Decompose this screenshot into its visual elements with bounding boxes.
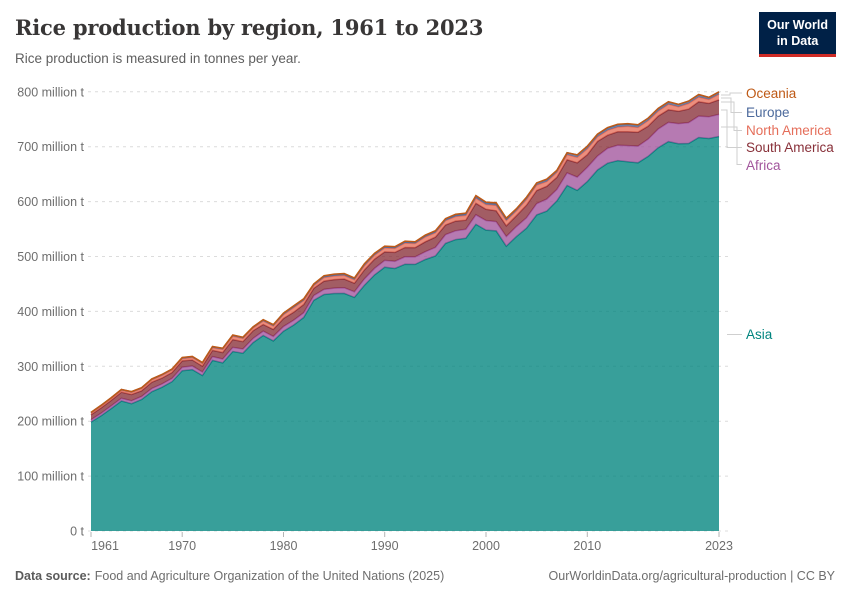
y-tick-label: 300 million t: [17, 360, 84, 374]
y-tick-label: 400 million t: [17, 305, 84, 319]
y-tick-label: 200 million t: [17, 415, 84, 429]
footer: Data source: Food and Agriculture Organiz…: [15, 569, 835, 583]
area-south-america[interactable]: [91, 99, 719, 420]
page-title: Rice production by region, 1961 to 2023: [15, 15, 484, 40]
owid-logo[interactable]: Our World in Data: [759, 12, 836, 57]
x-tick-label: 2023: [705, 539, 733, 553]
data-source-label: Data source:: [15, 569, 91, 583]
connector-europe: [721, 97, 742, 113]
connector-oceania: [721, 92, 742, 96]
legend-label-oceania[interactable]: Oceania: [746, 86, 797, 101]
area-asia[interactable]: [91, 136, 719, 532]
area-outline-oceania: [90, 91, 720, 414]
data-source-text: Food and Agriculture Organization of the…: [94, 569, 445, 583]
connector-south-america: [721, 109, 742, 148]
connector-north-america: [721, 101, 742, 131]
data-source: Data source: Food and Agriculture Organiz…: [15, 569, 444, 583]
owid-logo-line2: in Data: [776, 34, 819, 49]
x-tick-label: 1961: [91, 539, 119, 553]
legend-label-north-america[interactable]: North America: [746, 123, 832, 138]
y-tick-label: 0 t: [70, 525, 84, 539]
footer-credit-link[interactable]: OurWorldinData.org/agricultural-producti…: [548, 569, 835, 583]
x-tick-label: 2000: [472, 539, 500, 553]
legend-label-europe[interactable]: Europe: [746, 105, 790, 120]
y-tick-label: 100 million t: [17, 470, 84, 484]
x-tick-label: 1980: [270, 539, 298, 553]
legend-label-south-america[interactable]: South America: [746, 140, 834, 155]
y-tick-label: 800 million t: [17, 85, 84, 99]
x-tick-label: 1970: [168, 539, 196, 553]
legend-label-asia[interactable]: Asia: [746, 327, 773, 342]
connector-africa: [721, 126, 742, 165]
y-tick-label: 500 million t: [17, 250, 84, 264]
x-tick-label: 2010: [573, 539, 601, 553]
x-tick-label: 1990: [371, 539, 399, 553]
y-tick-label: 700 million t: [17, 140, 84, 154]
owid-logo-line1: Our World: [767, 18, 828, 32]
page-subtitle: Rice production is measured in tonnes pe…: [15, 51, 301, 66]
legend-label-africa[interactable]: Africa: [746, 158, 781, 173]
y-tick-label: 600 million t: [17, 195, 84, 209]
area-north-america[interactable]: [91, 94, 719, 415]
area-africa[interactable]: [91, 114, 719, 423]
